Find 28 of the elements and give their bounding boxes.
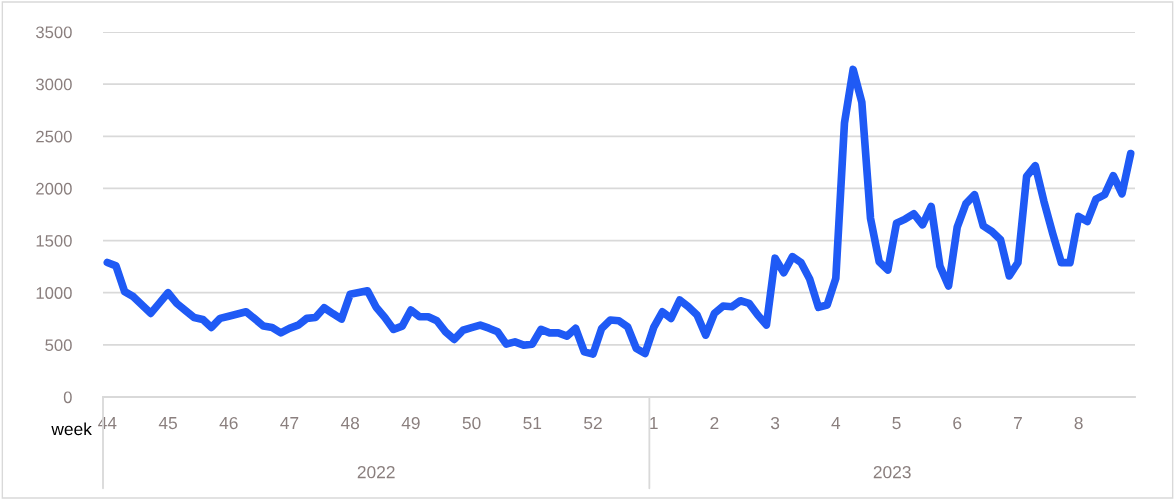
x-tick-label: 48 — [340, 416, 360, 430]
x-tick-label: 3 — [770, 416, 780, 430]
y-tick-label: 500 — [45, 339, 72, 352]
x-tick-label: 2 — [710, 416, 719, 430]
x-tick-label: 1 — [650, 417, 658, 430]
y-tick-label: 0 — [63, 391, 72, 404]
y-tick-label: 3000 — [36, 78, 72, 91]
x-tick-label: 46 — [219, 416, 238, 430]
x-tick-label: 44 — [98, 417, 117, 430]
x-tick-label: 50 — [462, 416, 481, 430]
text: 2022 — [357, 466, 395, 479]
y-tick-label: 1500 — [36, 234, 72, 247]
x-tick-label: 7 — [1013, 417, 1022, 430]
x-tick-label: 47 — [280, 417, 299, 430]
x-tick-label: 49 — [401, 416, 420, 430]
x-tick-label: 51 — [523, 417, 542, 430]
x-tick-label: 4 — [831, 417, 841, 430]
y-tick-label: 2000 — [36, 182, 72, 195]
y-tick-label: 2500 — [36, 130, 72, 143]
x-tick-label: 6 — [953, 416, 962, 430]
x-tick-label: 45 — [158, 417, 177, 430]
x-axis-title: week — [51, 422, 92, 436]
text: 2023 — [873, 466, 911, 479]
y-tick-label: 1000 — [36, 287, 72, 299]
x-tick-label: 8 — [1074, 416, 1083, 430]
y-tick-label: 3500 — [36, 26, 72, 39]
x-tick-label: 5 — [892, 417, 901, 430]
x-tick-label: 52 — [584, 416, 602, 430]
